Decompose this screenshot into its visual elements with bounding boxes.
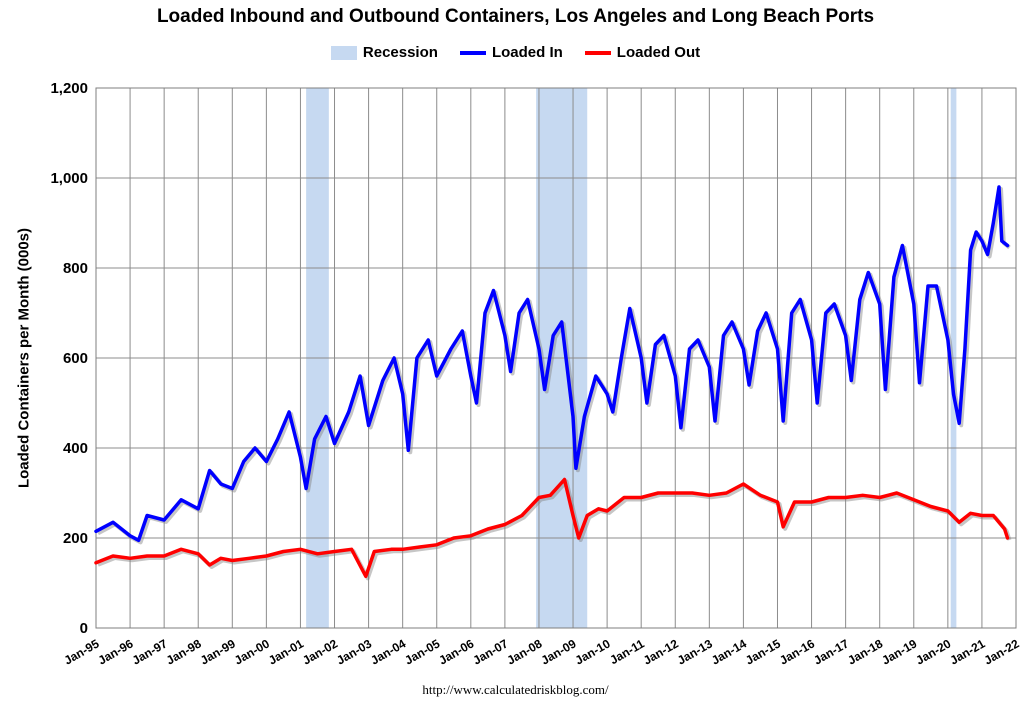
legend: Recession Loaded In Loaded Out <box>0 44 1031 61</box>
legend-label-loaded-out: Loaded Out <box>616 44 701 61</box>
legend-swatch-recession <box>330 45 357 60</box>
y-tick-label: 400 <box>63 440 88 457</box>
x-tick-label: Jan-15 <box>743 636 783 667</box>
plot-border <box>95 87 1017 629</box>
x-tick-label: Jan-98 <box>164 636 204 667</box>
series-line-loaded-out <box>94 477 1010 579</box>
y-tick-label: 0 <box>80 620 88 637</box>
x-tick-label: Jan-02 <box>300 636 340 667</box>
series-line-loaded-in <box>94 185 1010 543</box>
source-text: http://www.calculatedriskblog.com/ <box>422 682 609 697</box>
x-tick-label: Jan-08 <box>505 636 545 667</box>
x-tick-label: Jan-18 <box>845 636 885 667</box>
legend-item-recession: Recession <box>330 44 438 61</box>
x-tick-label: Jan-09 <box>539 636 579 667</box>
legend-label-recession: Recession <box>362 44 438 61</box>
x-tick-label: Jan-06 <box>436 636 476 667</box>
x-tick-label: Jan-12 <box>641 636 681 667</box>
x-tick-label: Jan-07 <box>470 636 510 667</box>
legend-label-loaded-in: Loaded In <box>491 44 563 61</box>
x-tick-label: Jan-05 <box>402 636 442 667</box>
legend-item-loaded-in: Loaded In <box>459 44 563 61</box>
x-tick-label: Jan-97 <box>130 636 170 667</box>
legend-item-loaded-out: Loaded Out <box>584 44 701 61</box>
x-tick-label: Jan-99 <box>198 636 238 667</box>
x-tick-label: Jan-03 <box>334 636 374 667</box>
x-tick-label: Jan-19 <box>879 636 919 667</box>
y-tick-label: 800 <box>63 260 88 277</box>
x-tick-label: Jan-21 <box>947 636 987 667</box>
x-tick-label: Jan-10 <box>573 636 613 667</box>
x-tick-label: Jan-17 <box>811 636 851 667</box>
y-tick-label: 600 <box>63 350 88 367</box>
x-tick-label: Jan-01 <box>266 636 306 667</box>
legend-swatch-loaded-in <box>459 50 486 55</box>
x-tick-label: Jan-11 <box>607 636 647 667</box>
x-tick-label: Jan-00 <box>232 636 272 667</box>
x-tick-label: Jan-95 <box>62 636 102 667</box>
x-tick-label: Jan-22 <box>982 636 1022 667</box>
y-tick-label: 1,000 <box>50 170 88 187</box>
x-tick-label: Jan-16 <box>777 636 817 667</box>
x-tick-label: Jan-04 <box>368 636 408 667</box>
chart-title: Loaded Inbound and Outbound Containers, … <box>156 6 875 27</box>
y-tick-label: 200 <box>63 530 88 547</box>
x-tick-label: Jan-96 <box>96 636 136 667</box>
x-tick-label: Jan-20 <box>913 636 953 667</box>
x-tick-label: Jan-14 <box>709 636 749 667</box>
x-tick-label: Jan-13 <box>675 636 715 667</box>
y-tick-label: 1,200 <box>50 80 88 97</box>
legend-swatch-loaded-out <box>584 50 611 55</box>
